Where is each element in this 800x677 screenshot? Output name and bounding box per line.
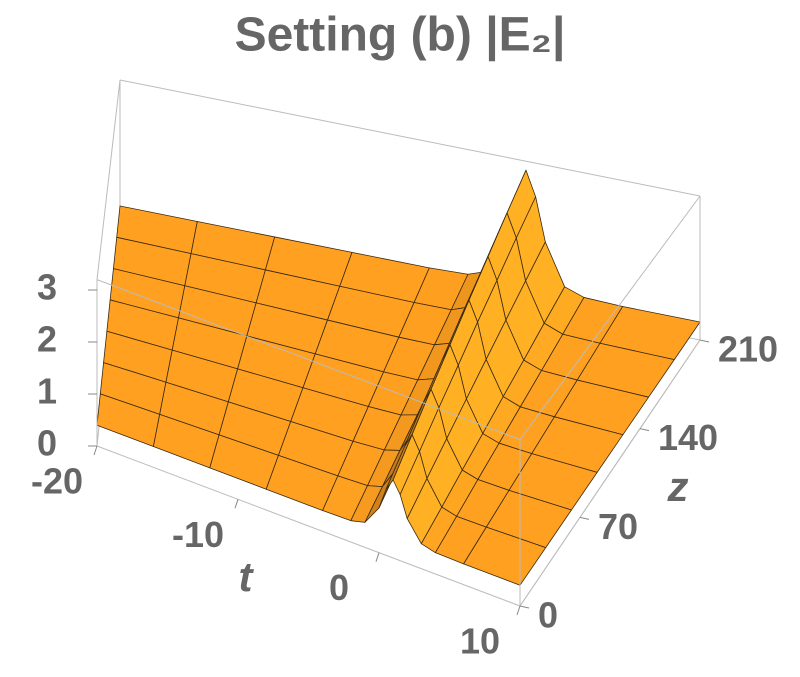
box-edge — [96, 279, 521, 441]
x-tick-label: 0 — [329, 567, 349, 608]
x-axis-label: t — [239, 553, 255, 600]
chart-title: Setting (b) |E₂| — [235, 9, 566, 62]
x-tick-label: -10 — [172, 514, 224, 555]
y-tick-label: 140 — [658, 417, 718, 458]
x-tick — [93, 445, 98, 456]
box-edge — [119, 79, 701, 197]
y-tick-label: 0 — [538, 595, 558, 636]
x-tick — [516, 605, 521, 616]
surface-patch — [463, 526, 547, 586]
y-tick — [519, 605, 530, 609]
box-edge — [519, 339, 701, 607]
z-tick-label: 3 — [37, 267, 57, 308]
y-tick — [699, 339, 710, 343]
y-tick-label: 70 — [598, 506, 638, 547]
y-tick — [639, 428, 650, 432]
y-tick-label: 210 — [718, 329, 778, 370]
z-tick-label: 0 — [37, 423, 57, 464]
z-tick-label: 2 — [37, 319, 57, 360]
z-tick-label: 1 — [37, 371, 57, 412]
y-tick — [579, 516, 590, 520]
box-edge — [96, 79, 121, 280]
x-tick — [375, 552, 380, 562]
box-edge — [96, 445, 521, 607]
y-axis-label: z — [667, 463, 689, 510]
box-edge — [519, 195, 701, 440]
x-tick-label: -20 — [31, 461, 83, 502]
x-tick-label: 10 — [460, 621, 500, 662]
x-tick — [234, 499, 239, 509]
